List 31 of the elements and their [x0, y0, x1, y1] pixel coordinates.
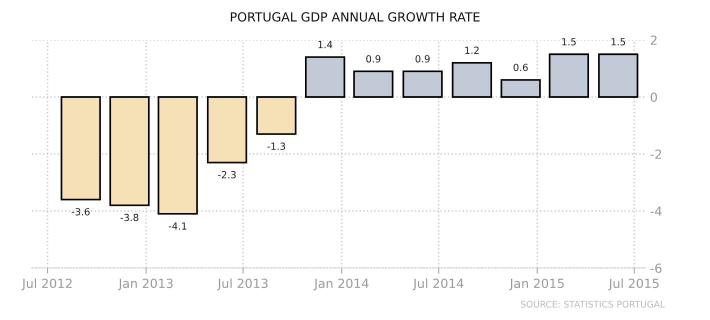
bar [109, 96, 150, 206]
y-tick-label: -2 [650, 149, 662, 159]
x-tick-label: Jan 2015 [509, 278, 564, 290]
x-tick-label: Jul 2012 [21, 278, 72, 290]
y-tick-label: 0 [650, 92, 657, 102]
data-label: 1.2 [465, 46, 479, 54]
x-tick-label: Jul 2014 [412, 278, 464, 290]
source-note: SOURCE: STATISTICS PORTUGAL [520, 300, 665, 308]
data-label: -2.3 [218, 171, 236, 178]
x-tick-label: Jul 2015 [608, 278, 659, 290]
data-label: 0.9 [366, 55, 380, 63]
data-label: -3.6 [72, 208, 90, 216]
x-tick-label: Jan 2014 [314, 278, 369, 290]
y-tick-label: 2 [650, 35, 657, 45]
data-label: 0.9 [416, 55, 430, 63]
data-label: 0.6 [514, 64, 528, 72]
bar [60, 96, 101, 200]
y-tick-label: -4 [650, 206, 662, 216]
y-tick-label: -6 [650, 263, 662, 273]
x-tick-label: Jan 2013 [118, 278, 173, 290]
chart-title: PORTUGAL GDP ANNUAL GROWTH RATE [230, 12, 480, 22]
bar [256, 96, 296, 135]
x-tick-label: Jul 2013 [217, 278, 268, 290]
bar [206, 96, 248, 164]
data-label: -4.1 [168, 222, 186, 230]
bar [158, 96, 198, 215]
data-label: 1.4 [318, 41, 332, 48]
data-label: 1.5 [562, 38, 576, 46]
data-label: -3.8 [120, 214, 138, 222]
data-label: 1.5 [612, 38, 626, 46]
data-label: -1.3 [267, 142, 286, 150]
